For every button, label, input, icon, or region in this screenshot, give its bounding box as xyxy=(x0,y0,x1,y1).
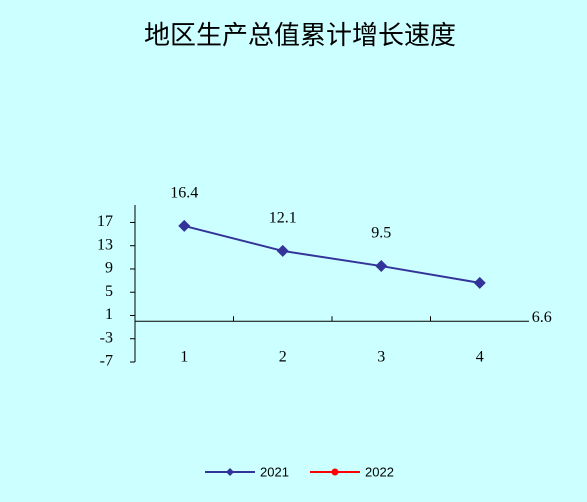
data-label: 9.5 xyxy=(371,225,391,242)
legend-label: 2022 xyxy=(365,464,394,479)
legend-label: 2021 xyxy=(260,464,289,479)
x-tick-label: 4 xyxy=(476,349,484,366)
y-tick-label: -3 xyxy=(100,329,113,346)
x-tick-label: 1 xyxy=(180,349,188,366)
y-tick-label: 1 xyxy=(105,306,113,323)
line xyxy=(184,224,480,284)
y-tick-label: 9 xyxy=(105,260,113,277)
y-tick-label: -7 xyxy=(100,353,113,370)
marker xyxy=(178,219,191,232)
data-label: 6.6 xyxy=(532,309,552,326)
data-label: 12.1 xyxy=(269,210,297,227)
y-tick-label: 5 xyxy=(105,283,113,300)
legend-marker xyxy=(331,468,339,476)
marker xyxy=(276,244,289,257)
marker xyxy=(473,276,486,289)
y-tick-label: 17 xyxy=(97,213,113,230)
y-tick-label: 13 xyxy=(97,236,113,253)
chart-title: 地区生产总值累计增长速度 xyxy=(144,21,456,50)
legend-marker xyxy=(226,468,234,476)
x-tick-label: 3 xyxy=(377,349,385,366)
marker xyxy=(375,260,388,273)
data-label: 16.4 xyxy=(170,185,198,202)
x-tick-label: 2 xyxy=(279,349,287,366)
